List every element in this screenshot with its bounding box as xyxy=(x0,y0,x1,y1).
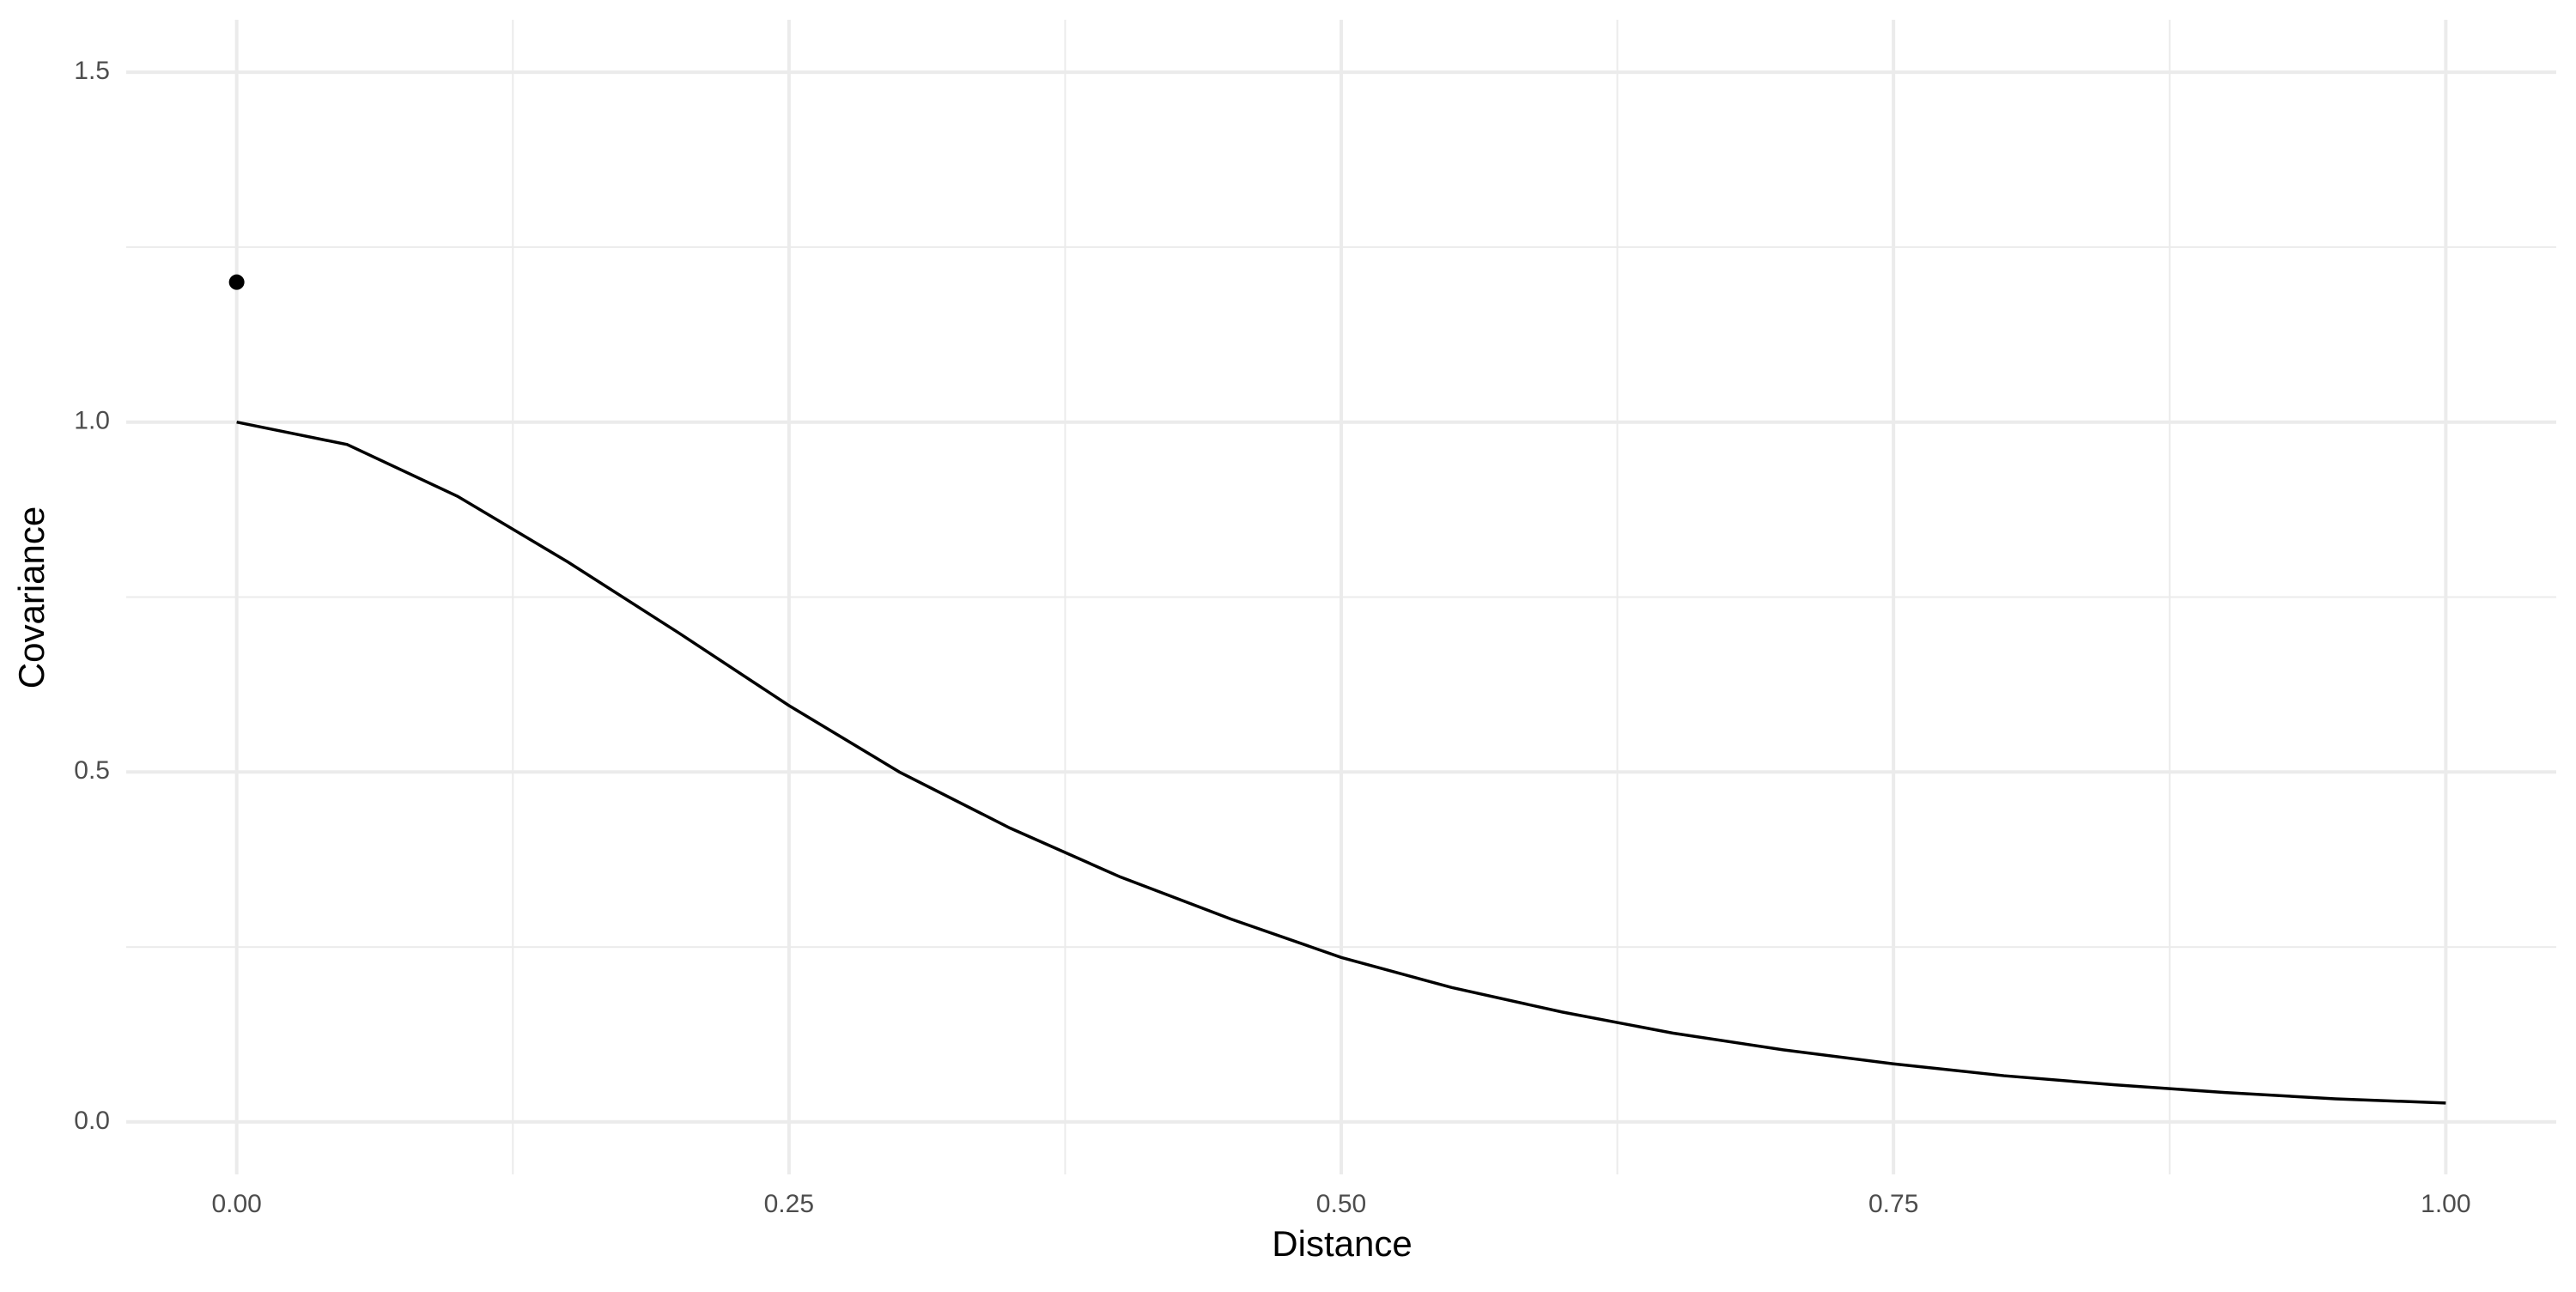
x-tick-label: 0.50 xyxy=(1316,1190,1366,1218)
y-tick-label: 1.0 xyxy=(74,407,110,435)
y-tick-label: 1.5 xyxy=(74,57,110,85)
x-axis-title: Distance xyxy=(1272,1223,1412,1264)
x-tick-label: 0.75 xyxy=(1868,1190,1918,1218)
x-tick-label: 0.25 xyxy=(764,1190,814,1218)
y-axis-title: Covariance xyxy=(11,506,52,688)
x-tick-label: 1.00 xyxy=(2421,1190,2470,1218)
y-tick-label: 0.0 xyxy=(74,1107,110,1135)
point xyxy=(228,274,245,290)
x-tick-label: 0.00 xyxy=(211,1190,261,1218)
line xyxy=(236,420,2446,1105)
y-tick-label: 0.5 xyxy=(74,756,110,785)
